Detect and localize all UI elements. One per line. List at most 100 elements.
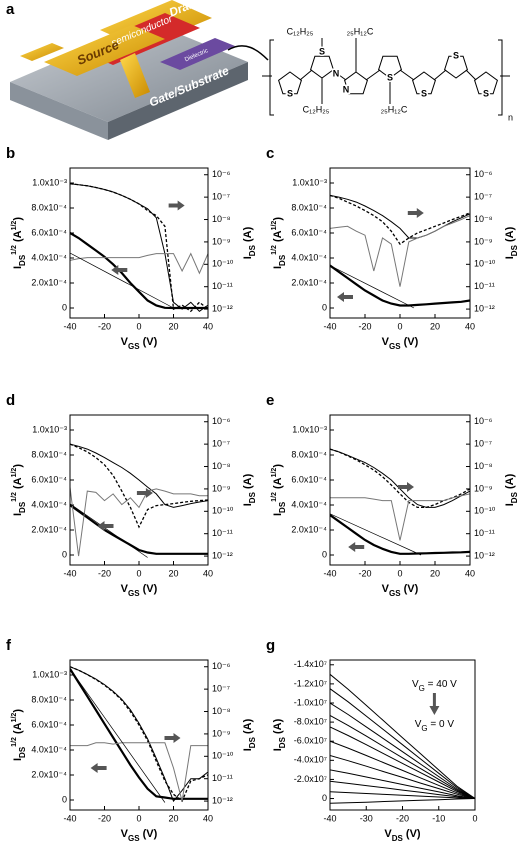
y2-axis-label: IDS (A) xyxy=(242,226,257,259)
gate-lead xyxy=(120,53,150,98)
y2-tick-label: 10⁻¹² xyxy=(212,550,233,560)
label-part: (V) xyxy=(401,336,419,348)
y-tick-label: 4.0x10⁻⁴ xyxy=(291,252,327,262)
series-line xyxy=(70,252,174,309)
plot-frame xyxy=(69,167,209,319)
label-part: 1/2 xyxy=(271,245,278,255)
y2-tick-label: 10⁻¹² xyxy=(212,795,233,805)
x-tick-label: -20 xyxy=(98,568,111,578)
x-axis-label: VGS (V) xyxy=(121,336,158,351)
y-tick-label: 0 xyxy=(62,794,67,804)
y-tick-label: -1.2x10⁷ xyxy=(294,678,327,688)
x-tick-label: 20 xyxy=(430,321,440,331)
atom-label: S xyxy=(287,88,293,98)
x-tick-label: -20 xyxy=(98,813,111,823)
ring xyxy=(412,71,436,95)
y2-tick-label: 10⁻⁷ xyxy=(474,439,492,449)
label-part: 1/2 xyxy=(271,492,278,502)
x-tick-label: 40 xyxy=(465,568,475,578)
series-line xyxy=(70,443,208,508)
series-line xyxy=(70,487,208,557)
label-part: GS xyxy=(389,342,401,351)
atom-label: S xyxy=(319,46,325,56)
y2-tick-label: 10⁻¹¹ xyxy=(212,281,233,291)
bond xyxy=(331,69,347,81)
y2-tick-label: 10⁻⁹ xyxy=(212,483,231,493)
x-axis-label: VGS (V) xyxy=(121,583,158,598)
y-tick-label: -4.0x10⁷ xyxy=(294,755,327,765)
ring xyxy=(378,55,402,79)
label-part: DS xyxy=(278,501,287,513)
y-tick-label: -8.0x10⁷ xyxy=(294,716,327,726)
plot-area xyxy=(70,443,208,558)
y-tick-label: -6.0x10⁷ xyxy=(294,736,327,746)
x-axis-label: VDS (V) xyxy=(384,828,421,843)
label-part: DS xyxy=(248,244,257,256)
label-part: I xyxy=(272,748,284,751)
y2-tick-label: 10⁻⁹ xyxy=(212,728,231,738)
label-part: DS xyxy=(248,491,257,503)
x-tick-label: -30 xyxy=(360,813,373,823)
label-part: V xyxy=(121,336,129,348)
repeat-label: n xyxy=(508,112,513,122)
series-line xyxy=(330,673,475,799)
series-line xyxy=(330,798,475,804)
side-chain-label: ₂₅H₁₂C xyxy=(347,26,374,36)
y-tick-label: 6.0x10⁻⁴ xyxy=(31,227,67,237)
chart: c -40 -20 0 20 40 0 2.0x10⁻⁴ 4.0x10⁻⁴ 6.0x10⁻⁴ 8.0… xyxy=(266,145,519,351)
bond xyxy=(465,69,477,81)
y2-axis-label: IDS (A) xyxy=(242,718,257,751)
atom-label: S xyxy=(421,88,427,98)
y-tick-label: 4.0x10⁻⁴ xyxy=(31,744,67,754)
y-axis-label: IDS1/2 (A1/2) xyxy=(11,709,26,761)
series-line xyxy=(330,780,475,799)
atom-label: N xyxy=(333,68,340,78)
label-part: = 0 V xyxy=(428,719,455,730)
x-tick-label: -40 xyxy=(323,321,336,331)
x-tick-label: -20 xyxy=(358,568,371,578)
label-part: (A) xyxy=(242,226,254,245)
label-part: I xyxy=(12,758,24,761)
y2-tick-label: 10⁻⁸ xyxy=(474,214,493,224)
ring xyxy=(310,55,334,79)
y-tick-label: 0 xyxy=(322,793,327,803)
panel-label: d xyxy=(6,392,15,409)
series-line xyxy=(70,666,208,803)
series-line xyxy=(70,668,166,803)
x-tick-label: -40 xyxy=(63,813,76,823)
y2-tick-label: 10⁻⁷ xyxy=(212,439,230,449)
series-line xyxy=(330,755,475,799)
series-line xyxy=(330,513,422,556)
source-electrode xyxy=(44,25,165,76)
label-part: (A) xyxy=(504,226,516,245)
x-tick-label: -40 xyxy=(323,568,336,578)
series-line xyxy=(70,252,208,275)
ring xyxy=(278,71,302,95)
plot-area xyxy=(330,194,470,309)
panel-label: e xyxy=(266,392,274,409)
y-tick-label: 0 xyxy=(62,549,67,559)
x-tick-label: 0 xyxy=(136,568,141,578)
label-part: (A xyxy=(12,722,24,737)
bond xyxy=(365,69,381,81)
x-tick-label: 0 xyxy=(136,321,141,331)
direction-arrow xyxy=(97,521,114,531)
y2-tick-label: 10⁻⁸ xyxy=(212,214,231,224)
label-part: (A xyxy=(272,230,284,245)
label-part: I xyxy=(272,513,284,516)
label-part: (A xyxy=(12,477,24,492)
atom-label: S xyxy=(387,72,393,82)
label-part: I xyxy=(12,266,24,269)
y-tick-label: -2.0x10⁷ xyxy=(294,774,327,784)
label-part: 1/2 xyxy=(11,468,18,478)
y2-tick-label: 10⁻¹¹ xyxy=(474,281,495,291)
label-part: I xyxy=(242,748,254,751)
x-tick-label: 0 xyxy=(397,321,402,331)
connector xyxy=(227,45,269,61)
label-part: ) xyxy=(12,217,24,221)
bond xyxy=(433,69,447,81)
series-line xyxy=(70,504,208,555)
direction-arrow xyxy=(90,763,107,773)
x-tick-label: -10 xyxy=(432,813,445,823)
